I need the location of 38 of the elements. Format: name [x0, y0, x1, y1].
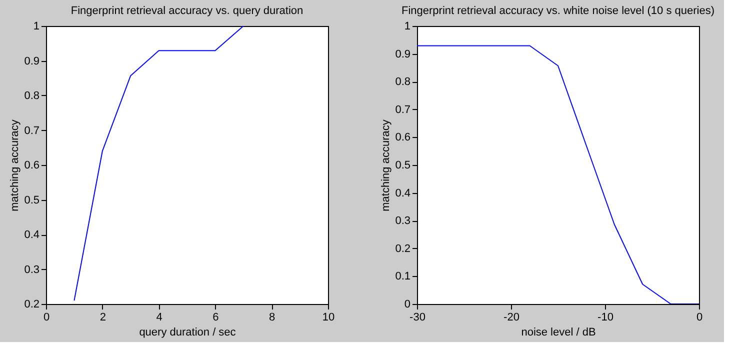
x-tick-label: 6 [212, 312, 219, 324]
x-tick-label: -20 [504, 312, 520, 324]
y-tick-label: 1 [404, 20, 410, 32]
x-tick-label: 2 [100, 312, 106, 324]
x-tick-label: 0 [43, 312, 50, 324]
x-axis-title: noise level / dB [521, 326, 596, 338]
x-tick-label: 10 [322, 312, 335, 324]
y-tick-label: 0.2 [24, 298, 40, 310]
x-tick-label: 0 [696, 312, 703, 324]
chart-title: Fingerprint retrieval accuracy vs. white noise level (10 s queries) [401, 5, 715, 17]
y-tick-label: 0.5 [395, 160, 410, 172]
y-tick-label: 0.7 [24, 124, 40, 137]
y-tick-label: 0.6 [395, 132, 410, 144]
line-series [417, 45, 699, 304]
y-tick-label: 0.2 [395, 242, 410, 255]
x-tick-label: -10 [598, 312, 614, 324]
y-tick-label: 0.3 [24, 264, 40, 276]
y-tick-label: 0.1 [395, 270, 410, 283]
y-tick-label: 0.8 [395, 76, 410, 88]
x-tick-label: -30 [410, 312, 426, 324]
x-tick-label: 8 [269, 312, 276, 324]
y-tick-label: 0.4 [24, 229, 40, 241]
y-tick-label: 0 [404, 298, 410, 310]
y-tick-label: 1 [33, 20, 40, 32]
y-tick-label: 0.6 [24, 160, 40, 172]
y-tick-label: 0.5 [24, 194, 40, 206]
y-tick-label: 0.8 [24, 90, 40, 102]
chart-title: Fingerprint retrieval accuracy vs. query duration [70, 5, 304, 17]
y-tick-label: 0.7 [395, 104, 410, 116]
y-axis-title: matching accuracy [380, 119, 392, 212]
y-tick-label: 0.3 [395, 215, 410, 228]
x-axis-title: query duration / sec [139, 326, 236, 338]
y-axis-title: matching accuracy [9, 119, 22, 212]
line-series [74, 26, 244, 302]
y-tick-label: 0.4 [395, 187, 410, 200]
y-tick-label: 0.9 [24, 55, 40, 68]
y-tick-label: 0.9 [395, 48, 410, 60]
x-tick-label: 4 [156, 312, 162, 324]
